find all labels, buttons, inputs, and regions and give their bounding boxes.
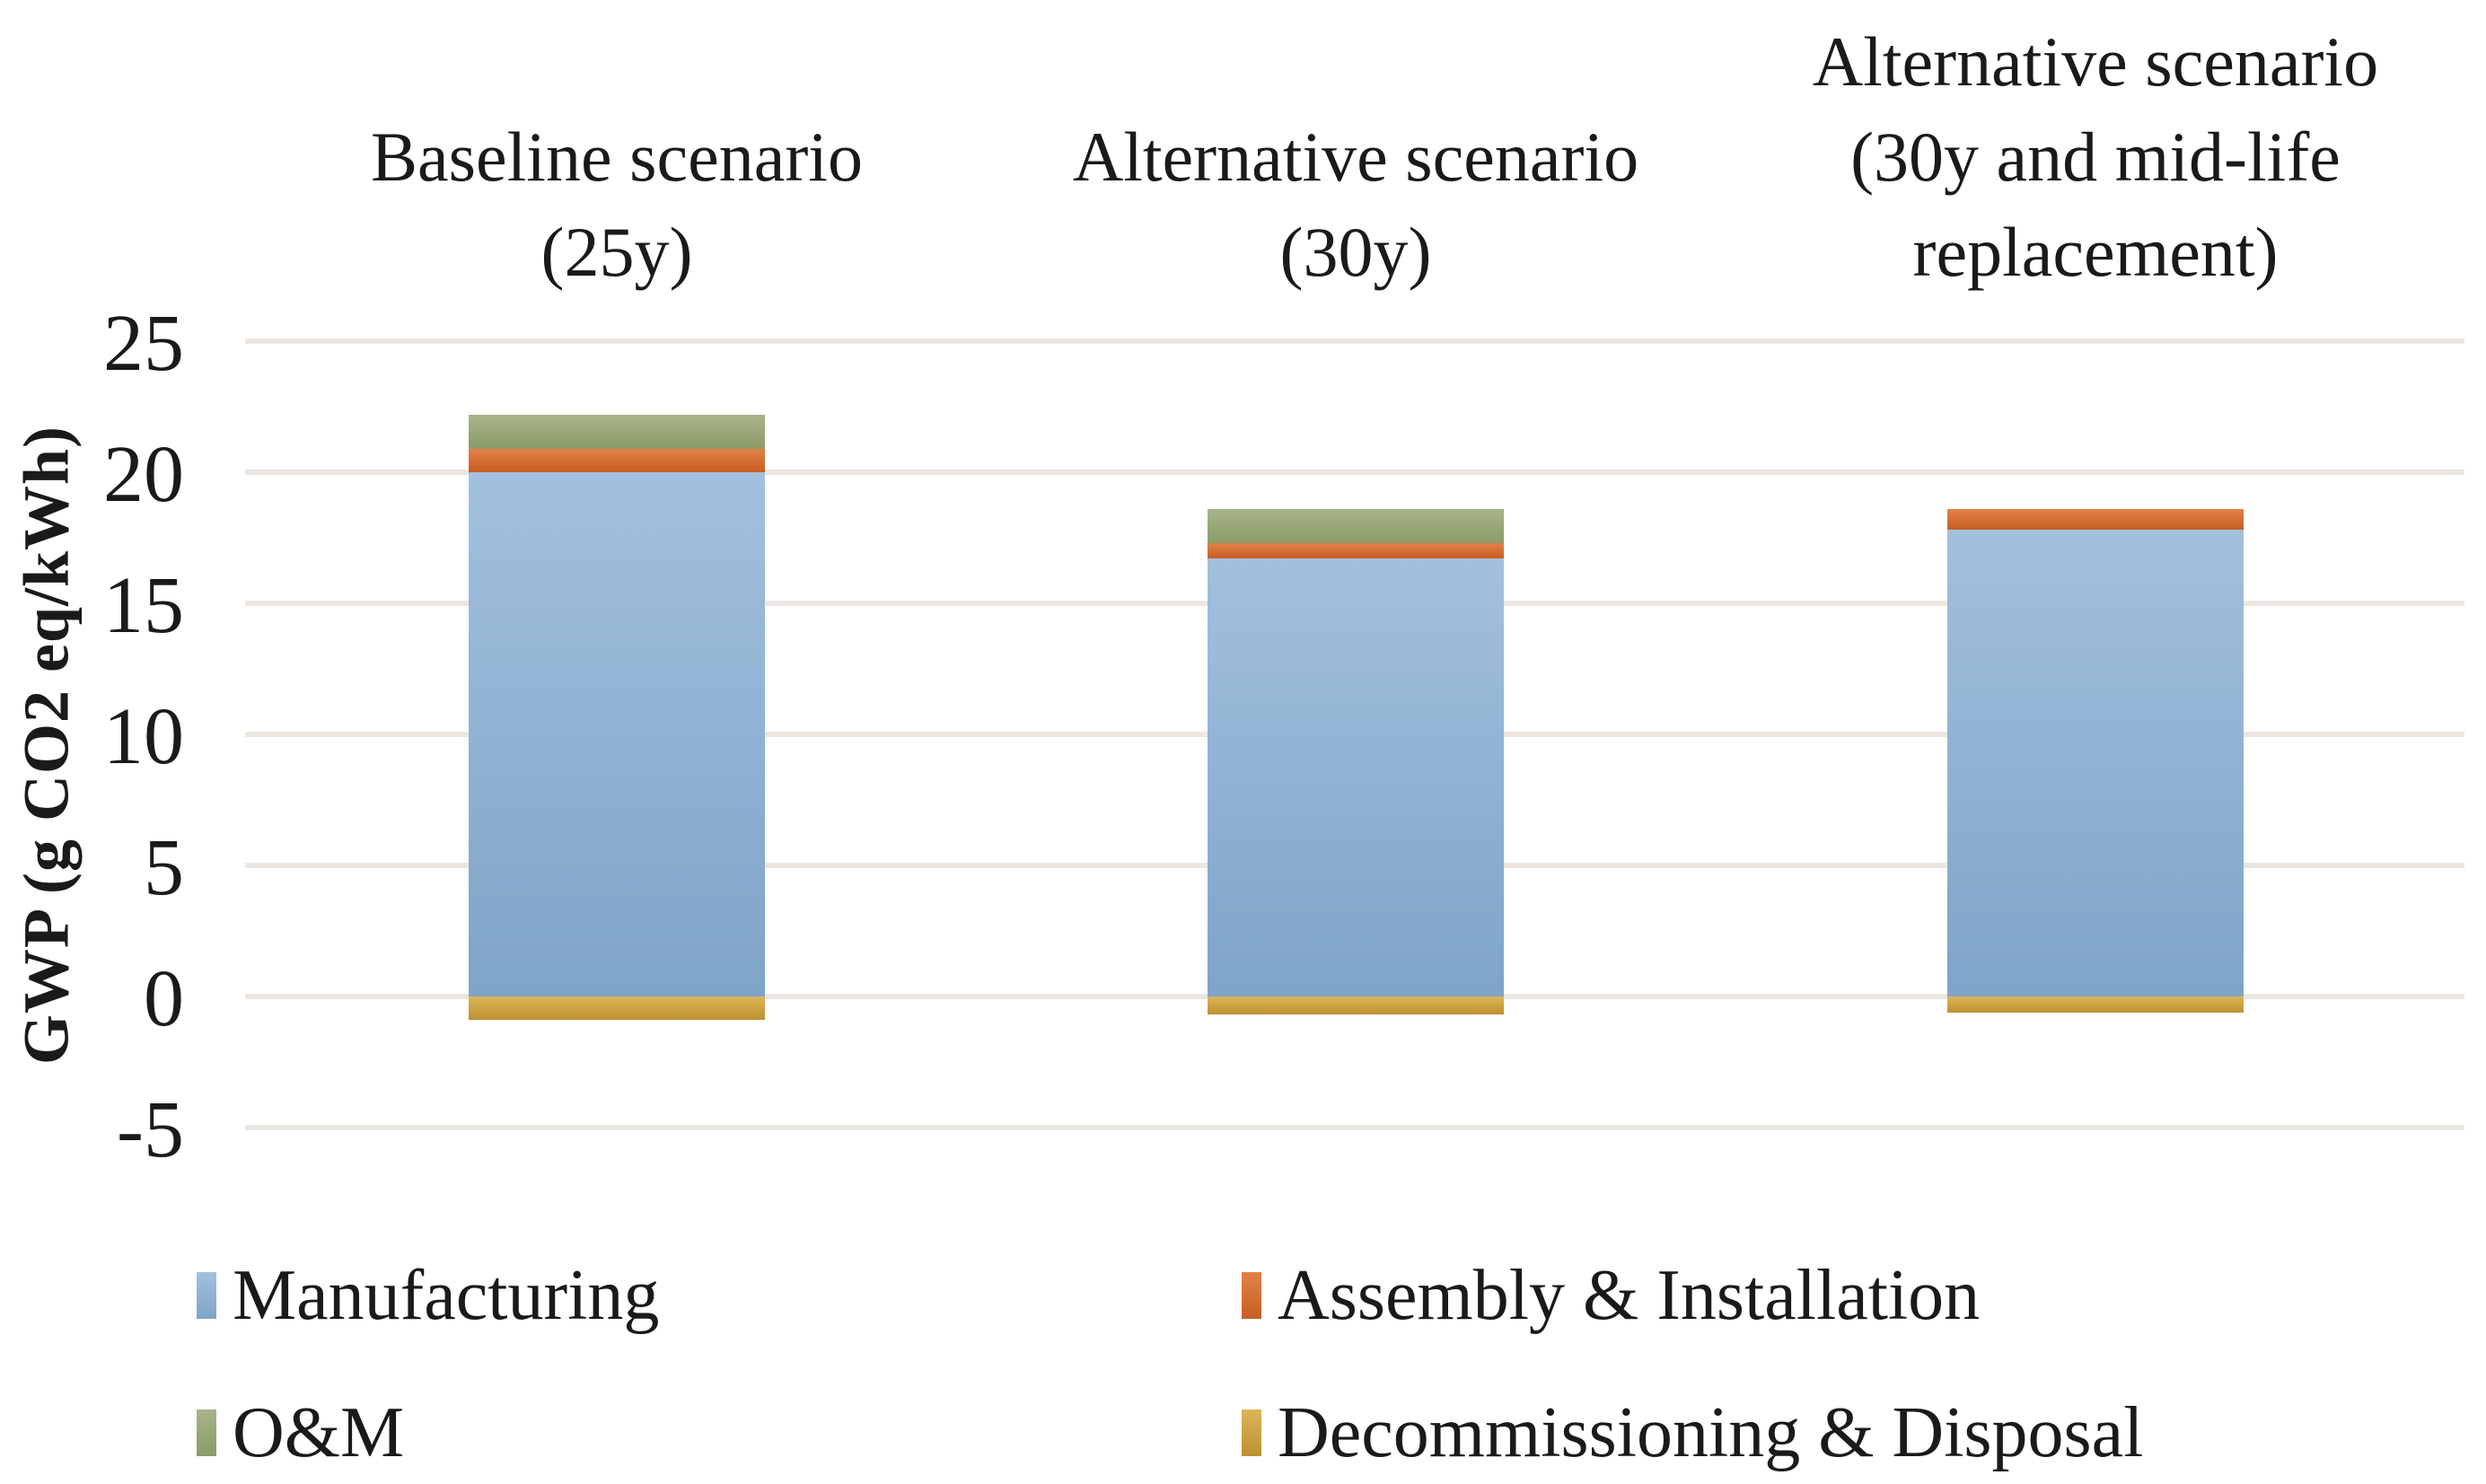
legend-item: Manufacturing <box>197 1257 659 1334</box>
legend-swatch-icon <box>1242 1272 1261 1319</box>
legend-item: Decommissioning & Disposal <box>1242 1394 2143 1471</box>
gridline <box>245 470 2464 475</box>
legend-swatch-icon <box>197 1409 216 1456</box>
y-axis-tick-label: 10 <box>103 692 184 781</box>
y-axis-tick-label: 0 <box>144 954 184 1043</box>
category-label-line: (30y) <box>1279 213 1432 291</box>
bar-segment-o-m <box>469 414 765 449</box>
bar-segment-o-m <box>1208 508 1504 543</box>
category-label-line: (25y) <box>540 213 693 291</box>
legend-swatch-icon <box>1242 1409 1261 1456</box>
legend-label: Decommissioning & Disposal <box>1278 1393 2144 1472</box>
gridline <box>245 1125 2464 1130</box>
category-label-line: (30y and mid-life <box>1850 118 2341 196</box>
category-label: Alternative scenario (30y and mid-life rep… <box>1691 0 2486 300</box>
bar-segment-decommissioning-disposal <box>1947 997 2244 1013</box>
category-label: Alternative scenario (30y) <box>952 0 1760 300</box>
bar-segment-decommissioning-disposal <box>469 997 765 1021</box>
y-axis-tick-label: 25 <box>103 299 184 388</box>
category-label-line: Alternative scenario <box>1072 118 1639 196</box>
legend-swatch-icon <box>197 1272 216 1319</box>
bar-segment-assembly-installation <box>1208 542 1504 559</box>
legend-item: O&M <box>197 1394 404 1471</box>
category-label-line: Alternative scenario <box>1812 22 2379 101</box>
bar-segment-manufacturing <box>1947 530 2244 997</box>
gridline <box>245 338 2464 344</box>
category-label-line: Baseline scenario <box>371 118 863 196</box>
y-axis-tick-label: 20 <box>103 430 184 519</box>
bar-segment-manufacturing <box>469 472 765 997</box>
y-axis-tick-label: -5 <box>117 1085 184 1174</box>
legend-item: Assembly & Installation <box>1242 1257 1980 1334</box>
legend-label: Assembly & Installation <box>1278 1256 1981 1335</box>
bar-segment-manufacturing <box>1208 558 1504 997</box>
y-axis-tick-label: 15 <box>103 561 184 650</box>
legend-label: Manufacturing <box>233 1256 660 1335</box>
category-label-line: replacement) <box>1912 213 2279 291</box>
bar-segment-assembly-installation <box>1947 508 2244 531</box>
bar-segment-assembly-installation <box>469 448 765 472</box>
legend-label: O&M <box>233 1393 405 1472</box>
category-label: Baseline scenario (25y) <box>213 0 1021 300</box>
bar-segment-decommissioning-disposal <box>1208 997 1504 1015</box>
y-axis-tick-label: 5 <box>144 823 184 912</box>
